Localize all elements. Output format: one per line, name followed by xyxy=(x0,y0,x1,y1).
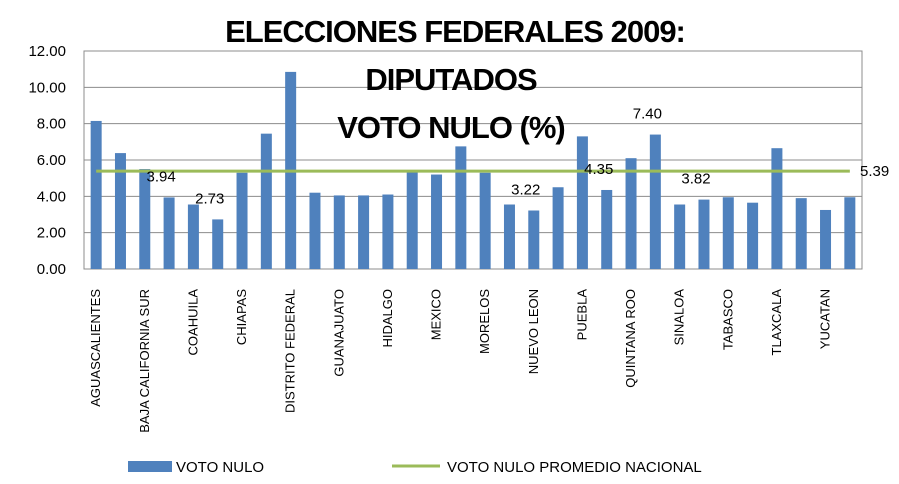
bar xyxy=(698,199,710,269)
bar xyxy=(503,204,515,269)
bar xyxy=(528,210,540,269)
bar xyxy=(576,136,588,269)
data-label: 2.73 xyxy=(195,190,224,207)
x-tick-label: MEXICO xyxy=(429,289,444,340)
legend-swatch xyxy=(128,461,172,472)
x-tick-label: BAJA CALIFORNIA SUR xyxy=(137,289,152,433)
data-label: 4.35 xyxy=(584,161,613,178)
x-tick-label: TABASCO xyxy=(720,289,735,350)
data-label: 3.82 xyxy=(681,171,710,188)
bar xyxy=(747,202,759,269)
bar xyxy=(406,171,418,269)
bar xyxy=(139,169,151,269)
bar xyxy=(844,197,856,269)
legend-label: VOTO NULO PROMEDIO NACIONAL xyxy=(447,459,702,476)
bar xyxy=(601,189,613,269)
data-label: 3.22 xyxy=(511,182,540,199)
x-tick-label: DISTRITO FEDERAL xyxy=(283,289,298,413)
y-tick-label: 8.00 xyxy=(37,116,66,133)
bar xyxy=(455,146,467,269)
bar xyxy=(625,158,637,269)
x-tick-label: HIDALGO xyxy=(380,289,395,348)
y-tick-label: 4.00 xyxy=(37,188,66,205)
y-tick-label: 0.00 xyxy=(37,261,66,278)
bar xyxy=(795,198,807,269)
bar xyxy=(382,194,394,269)
bar xyxy=(358,195,370,269)
x-tick-label: MORELOS xyxy=(477,289,492,354)
bar xyxy=(431,174,443,269)
bar xyxy=(236,172,248,269)
bar xyxy=(479,172,491,269)
y-tick-label: 2.00 xyxy=(37,225,66,242)
bar xyxy=(649,134,661,269)
x-tick-label: CHIAPAS xyxy=(234,289,249,345)
y-tick-label: 10.00 xyxy=(28,79,66,96)
data-label: 7.40 xyxy=(633,106,662,123)
bar xyxy=(187,204,199,269)
plot-border xyxy=(83,50,863,270)
bar xyxy=(114,153,126,269)
bar xyxy=(333,195,345,269)
x-tick-label: NUEVO LEON xyxy=(526,289,541,374)
x-tick-label: PUEBLA xyxy=(574,289,589,341)
bar xyxy=(820,209,832,269)
x-tick-label: GUANAJUATO xyxy=(331,289,346,377)
x-tick-label: COAHUILA xyxy=(185,289,200,356)
bar xyxy=(212,219,224,269)
bar xyxy=(771,148,783,269)
data-label: 3.94 xyxy=(146,168,175,185)
x-tick-label: TLAXCALA xyxy=(769,289,784,356)
chart-title: VOTO NULO (%) xyxy=(337,110,565,145)
average-label: 5.39 xyxy=(860,163,889,180)
bar xyxy=(309,192,321,269)
x-tick-label: YUCATAN xyxy=(818,289,833,349)
x-tick-label: AGUASCALIENTES xyxy=(88,289,103,407)
bar xyxy=(722,197,734,269)
bar xyxy=(552,187,564,269)
x-tick-label: SINALOA xyxy=(672,289,687,346)
bar xyxy=(260,133,272,269)
y-tick-label: 12.00 xyxy=(28,43,66,60)
bar xyxy=(674,204,686,269)
x-tick-label: QUINTANA ROO xyxy=(623,289,638,388)
bar xyxy=(90,120,102,269)
chart-title: ELECCIONES FEDERALES 2009: xyxy=(225,14,685,49)
chart-title: DIPUTADOS xyxy=(365,62,537,97)
y-tick-label: 6.00 xyxy=(37,152,66,169)
legend-label: VOTO NULO xyxy=(176,459,264,476)
bar xyxy=(163,197,175,269)
